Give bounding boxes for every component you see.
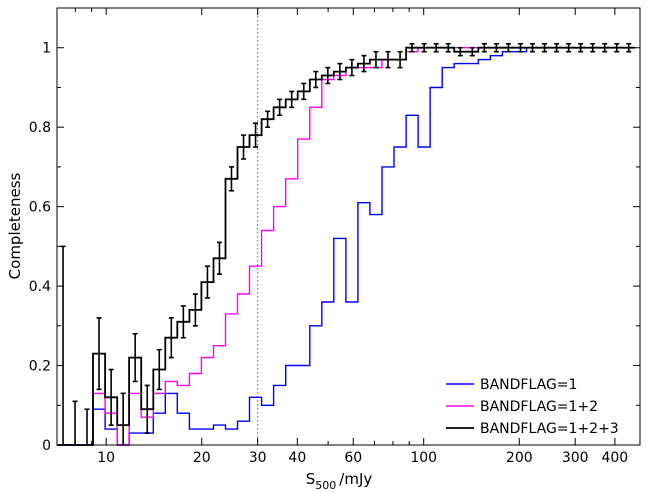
- y-tick-label: 1: [42, 41, 51, 57]
- y-tick-label: 0.2: [29, 359, 51, 375]
- error-bar: [505, 42, 511, 53]
- error-bar: [542, 42, 548, 53]
- x-axis-title-subscript: 500: [315, 479, 336, 492]
- error-bar: [301, 82, 307, 101]
- error-bar: [325, 66, 331, 85]
- x-tick-label: 100: [410, 450, 437, 466]
- error-bar: [84, 408, 90, 445]
- error-bar: [96, 317, 102, 391]
- error-bar: [72, 400, 78, 445]
- y-tick-label: 0: [42, 438, 51, 454]
- error-bar: [397, 50, 403, 69]
- error-bar: [144, 384, 150, 434]
- x-tick-label: 40: [288, 450, 306, 466]
- axis-ticks: [56, 7, 640, 446]
- error-bar: [216, 241, 222, 275]
- error-bar: [241, 134, 247, 160]
- error-bar: [204, 265, 210, 299]
- error-bar: [156, 348, 162, 391]
- x-tick-label: 10: [97, 450, 115, 466]
- error-bar: [349, 58, 355, 77]
- error-bar: [385, 50, 391, 69]
- x-tick-label: 60: [344, 450, 362, 466]
- error-bar: [590, 42, 596, 53]
- error-bar: [457, 46, 463, 57]
- error-bar: [566, 42, 572, 53]
- error-bar: [578, 42, 584, 53]
- error-bar: [337, 62, 343, 81]
- error-bar: [132, 332, 138, 383]
- legend-label-bandflag-1-2-3: BANDFLAG=1+2+3: [480, 421, 619, 437]
- error-bar: [265, 110, 271, 128]
- y-tick-label: 0.4: [29, 279, 51, 295]
- error-bar: [445, 42, 451, 53]
- error-bar: [493, 42, 499, 53]
- x-tick-label: 20: [193, 450, 211, 466]
- error-bar: [192, 293, 198, 327]
- error-bar: [361, 54, 367, 73]
- error-bar: [289, 90, 295, 109]
- series-step-line-1: [57, 47, 635, 446]
- legend-label-bandflag-1: BANDFLAG=1: [480, 377, 577, 393]
- y-tick-label: 0.6: [29, 200, 51, 216]
- tick-labels: 10 20 30 40 60 100 200 300 400 0 0.2 0.4 0.6 0.8 1: [29, 41, 628, 466]
- error-bar: [602, 42, 608, 53]
- x-tick-label: 200: [506, 450, 533, 466]
- error-bar: [481, 42, 487, 53]
- error-bar: [180, 305, 186, 339]
- x-axis-title-main: S: [306, 470, 316, 488]
- error-bar: [421, 42, 427, 53]
- error-bar: [517, 42, 523, 53]
- error-bar: [313, 70, 319, 89]
- error-bar: [469, 46, 475, 57]
- legend: BANDFLAG=1 BANDFLAG=1+2 BANDFLAG=1+2+3: [446, 377, 619, 437]
- error-bar: [433, 42, 439, 53]
- error-bar: [554, 42, 560, 53]
- y-tick-label: 0.8: [29, 120, 51, 136]
- error-bar: [60, 245, 66, 445]
- x-tick-label: 300: [562, 450, 589, 466]
- error-bar: [626, 42, 632, 53]
- error-bar: [120, 392, 126, 445]
- error-bar: [253, 122, 259, 148]
- error-bar: [373, 50, 379, 69]
- error-bar: [108, 368, 114, 426]
- error-bar: [277, 98, 283, 117]
- error-bar: [228, 166, 234, 192]
- error-bar: [529, 42, 535, 53]
- legend-label-bandflag-1-2: BANDFLAG=1+2: [480, 399, 598, 415]
- plot-frame: [56, 7, 641, 446]
- x-axis-title: S500/mJy: [306, 470, 373, 492]
- x-axis-title-unit: /mJy: [339, 470, 372, 488]
- plot-area: [57, 8, 635, 446]
- x-tick-label: 30: [249, 450, 267, 466]
- error-bar: [168, 317, 174, 359]
- error-bar: [409, 42, 415, 53]
- x-tick-label: 400: [601, 450, 628, 466]
- error-bar: [614, 42, 620, 53]
- y-axis-title: Completeness: [6, 172, 24, 279]
